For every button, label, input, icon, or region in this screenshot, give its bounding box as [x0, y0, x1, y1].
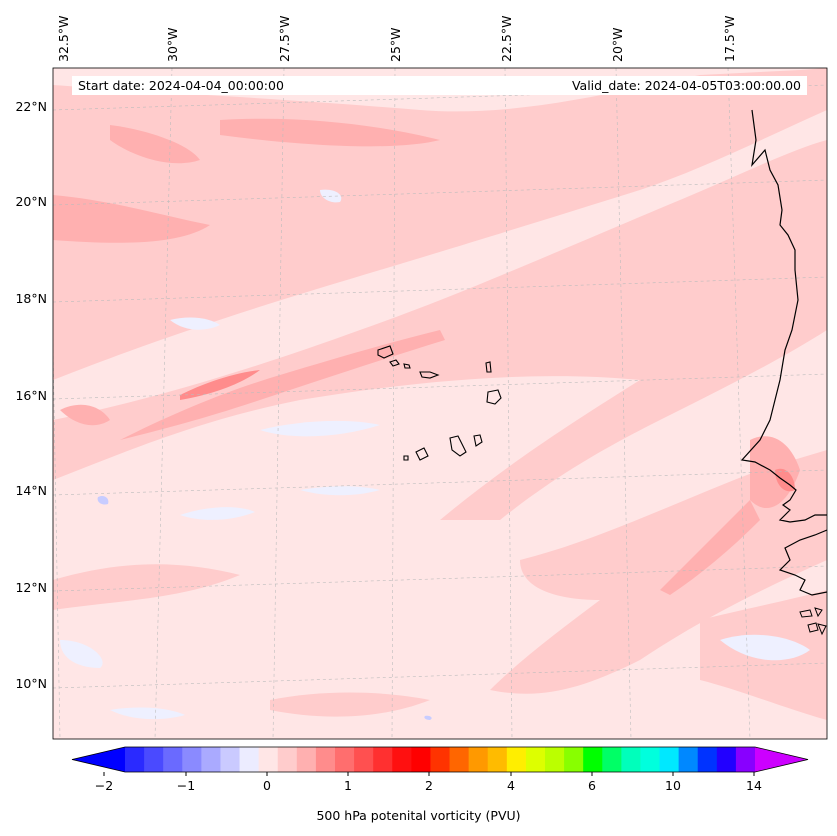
colorbar-swatch	[659, 747, 680, 772]
colorbar-swatch	[564, 747, 584, 772]
colorbar-swatch	[411, 747, 431, 772]
colorbar-swatch	[678, 747, 699, 772]
lat-label: 18°N	[15, 291, 47, 306]
colorbar-swatch	[163, 747, 183, 772]
colorbar-tick-label: 4	[507, 778, 515, 793]
africa-coastline	[740, 109, 827, 523]
colorbar-ticks: −2 −1 0 1 2 4 6 10 14	[95, 772, 762, 793]
lat-label: 16°N	[15, 388, 47, 403]
colorbar-swatch	[239, 747, 260, 772]
lat-label: 12°N	[15, 580, 47, 595]
colorbar-swatch	[315, 747, 336, 772]
map-panel	[53, 68, 827, 739]
bijagos-islands	[799, 607, 827, 636]
colorbar-swatch	[487, 747, 508, 772]
pv-negative-blue	[97, 495, 432, 720]
lat-label: 14°N	[15, 483, 47, 498]
colorbar-swatch	[602, 747, 622, 772]
colorbar-swatch	[335, 747, 355, 772]
colorbar-tick-label: 0	[263, 778, 271, 793]
colorbar-swatch	[449, 747, 470, 772]
colorbar-swatch	[296, 747, 317, 772]
colorbar-swatch	[430, 747, 451, 772]
colorbar-swatch	[220, 747, 241, 772]
lon-label: 25°W	[388, 27, 403, 62]
colorbar-swatch	[716, 747, 737, 772]
colorbar-tick-label: 14	[746, 778, 762, 793]
colorbar-swatch	[697, 747, 718, 772]
colorbar-swatch	[144, 747, 164, 772]
colorbar-swatch	[640, 747, 661, 772]
colorbar-swatch	[735, 747, 756, 772]
lon-label: 22.5°W	[499, 16, 514, 62]
africa-coastline-south	[778, 529, 827, 596]
cape-verde-islands	[377, 345, 502, 461]
colorbar-swatch	[277, 747, 298, 772]
latitude-labels: 22°N 20°N 18°N 16°N 14°N 12°N 10°N	[15, 99, 47, 691]
colorbar-swatch	[525, 747, 546, 772]
colorbar-swatch	[354, 747, 374, 772]
lon-label: 20°W	[610, 27, 625, 62]
colorbar-tick-label: 1	[344, 778, 352, 793]
colorbar	[71, 746, 809, 773]
lon-label: 17.5°W	[722, 16, 737, 62]
colorbar-outline	[71, 746, 809, 773]
valid-date-label: Valid_date: 2024-04-05T03:00:00.00	[515, 76, 807, 95]
colorbar-tick-label: −1	[177, 778, 195, 793]
colorbar-swatch	[182, 747, 202, 772]
colorbar-tick-label: 6	[588, 778, 596, 793]
pv-band-mid	[53, 118, 800, 595]
colorbar-swatch	[201, 747, 221, 772]
colorbar-swatch	[506, 747, 527, 772]
colorbar-swatch	[258, 747, 279, 772]
colorbar-extend-min	[72, 747, 125, 772]
colorbar-swatch	[468, 747, 489, 772]
colorbar-swatch	[373, 747, 393, 772]
colorbar-extend-max	[755, 747, 808, 772]
map-frame	[52, 67, 828, 740]
graticule	[53, 68, 827, 739]
pv-negative-pale	[60, 189, 810, 720]
colorbar-swatch	[621, 747, 641, 772]
lat-label: 10°N	[15, 676, 47, 691]
lat-label: 20°N	[15, 194, 47, 209]
lon-label: 32.5°W	[56, 16, 71, 62]
colorbar-tick-label: 2	[425, 778, 433, 793]
colorbar-title: 500 hPa potenital vorticity (PVU)	[316, 808, 521, 823]
lon-label: 30°W	[165, 27, 180, 62]
colorbar-swatch	[545, 747, 565, 772]
colorbar-swatch	[583, 747, 603, 772]
longitude-labels: 32.5°W 30°W 27.5°W 25°W 22.5°W 20°W 17.5…	[56, 16, 737, 62]
colorbar-swatch	[125, 747, 145, 772]
lon-label: 27.5°W	[277, 16, 292, 62]
start-date-label: Start date: 2024-04-04_00:00:00	[72, 76, 544, 95]
colorbar-tick-label: 10	[665, 778, 681, 793]
colorbar-tick-label: −2	[95, 778, 113, 793]
lat-label: 22°N	[15, 99, 47, 114]
colorbar-swatch	[392, 747, 412, 772]
